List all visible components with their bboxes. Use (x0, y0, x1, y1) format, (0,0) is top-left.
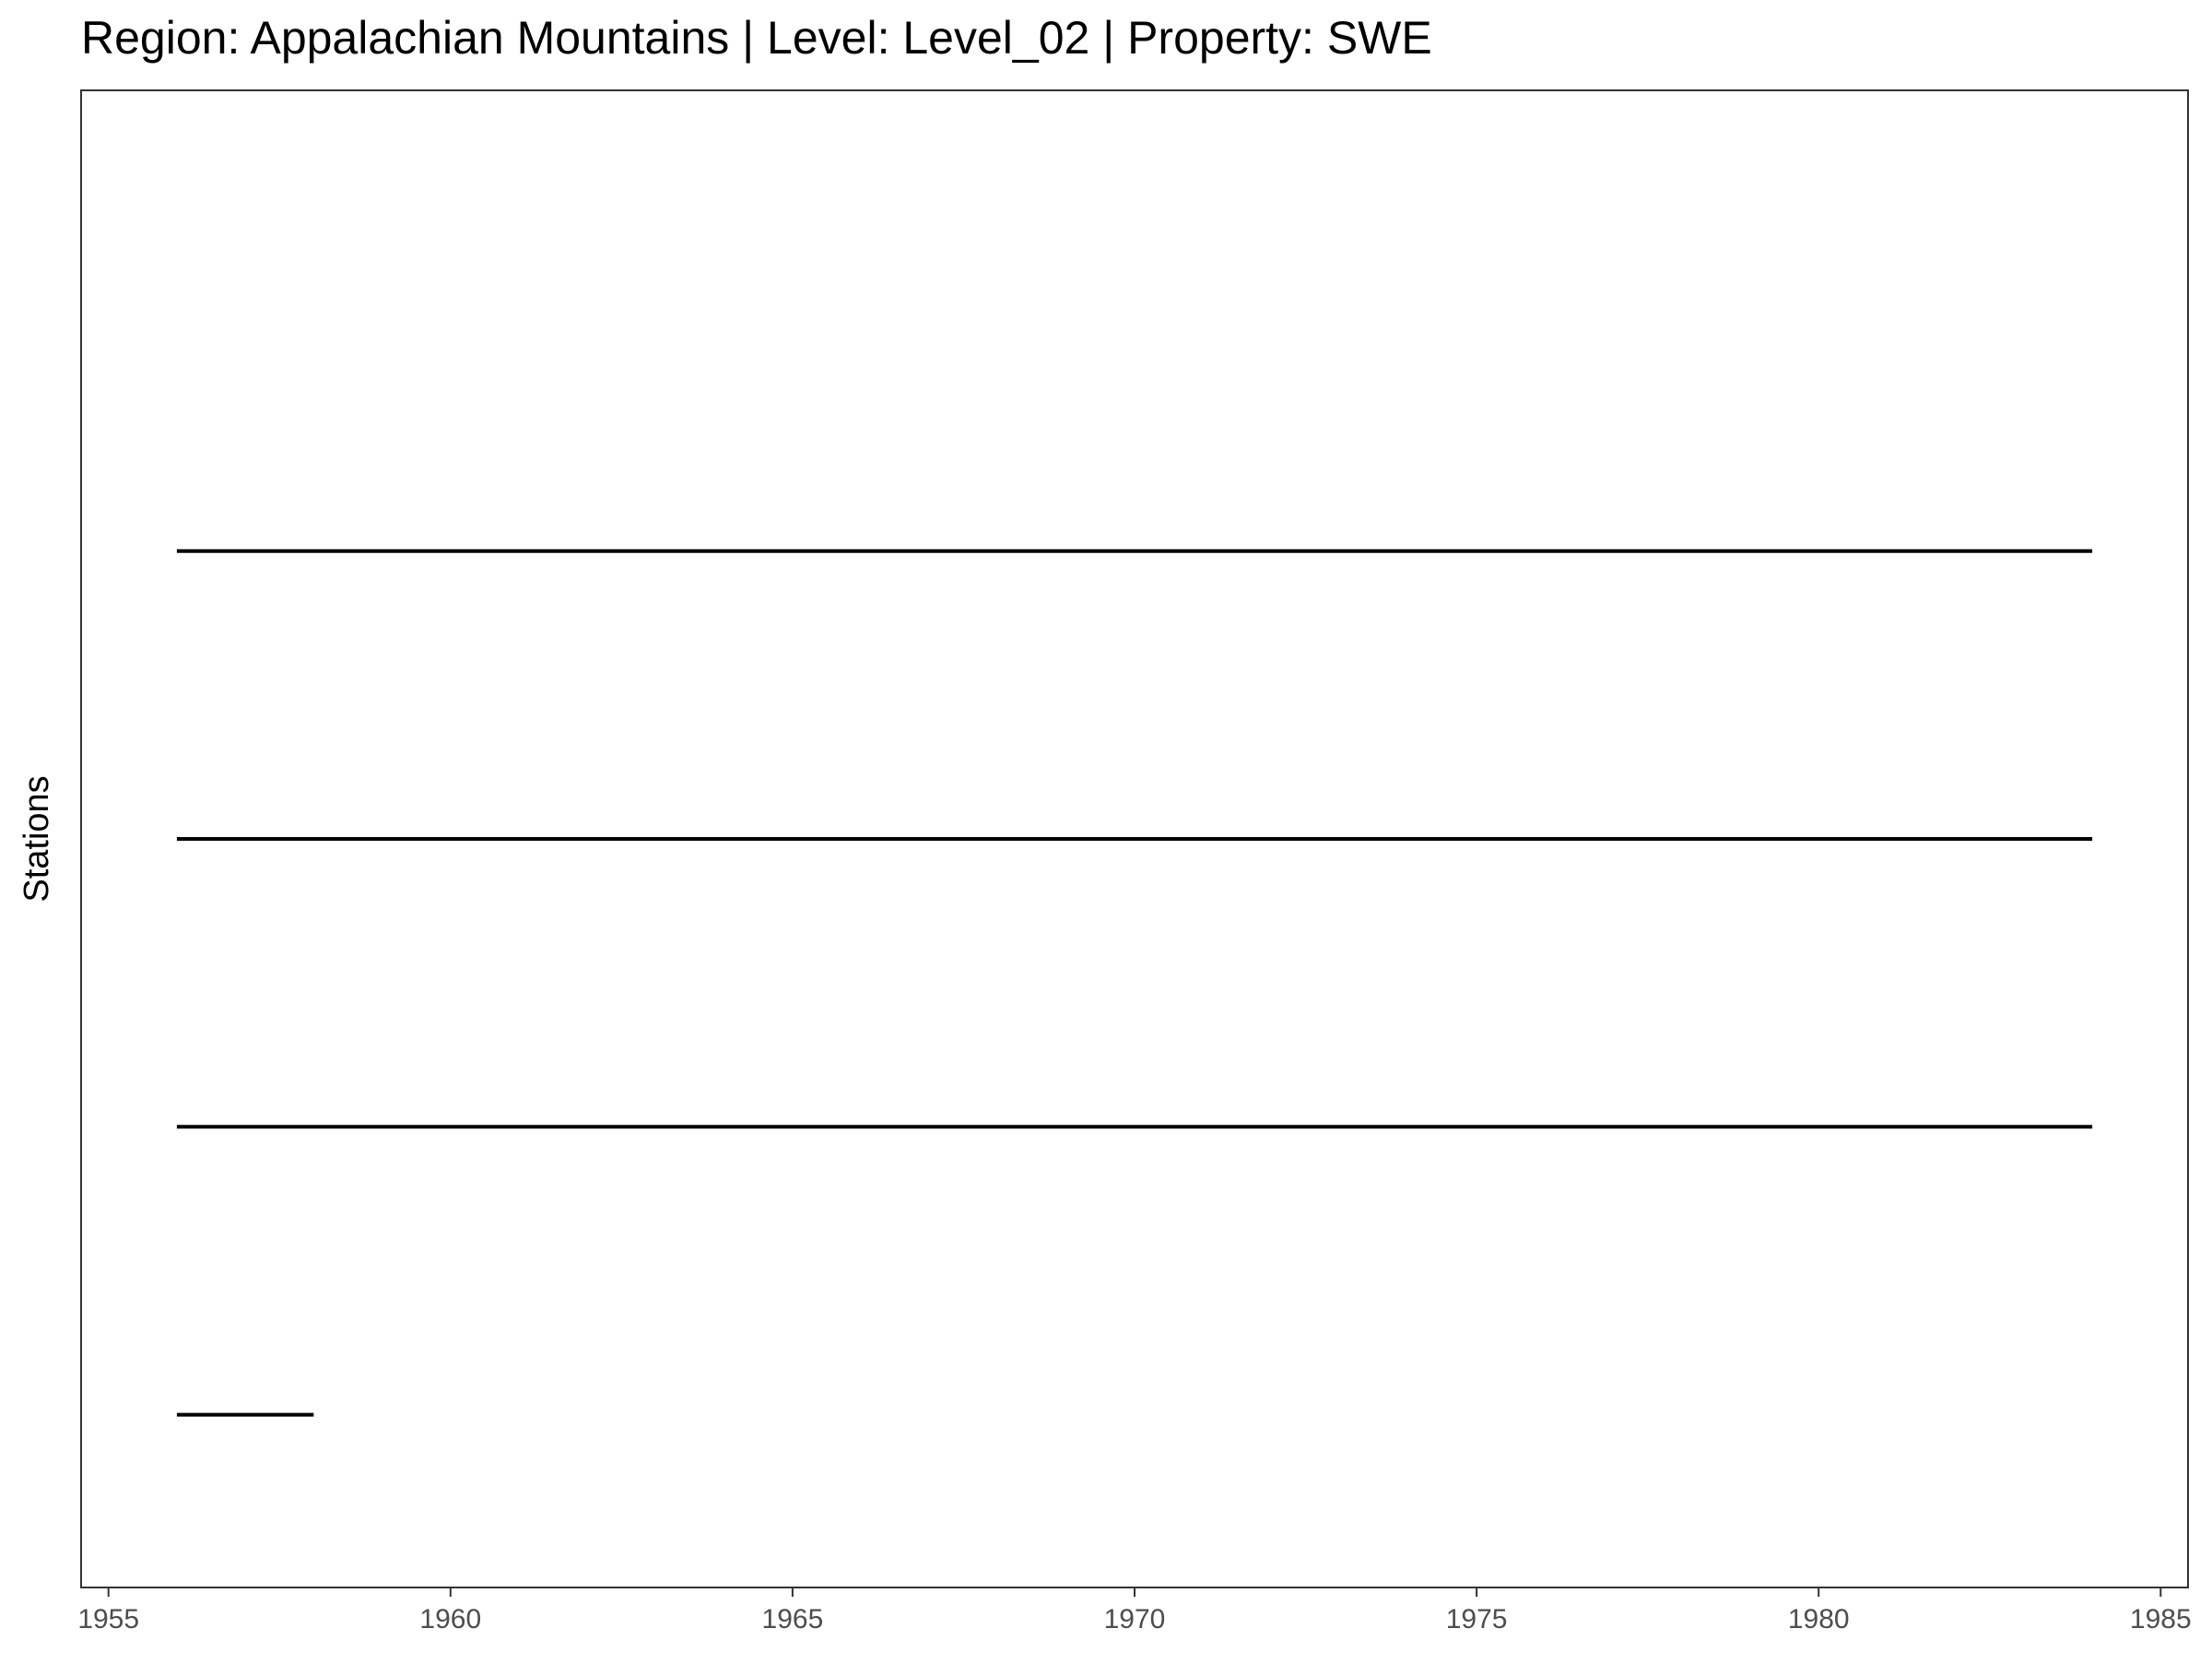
x-tick-label: 1970 (1104, 1604, 1166, 1634)
series-lines (176, 549, 2093, 1417)
x-tick-label: 1985 (2130, 1604, 2192, 1634)
x-tick-label: 1980 (1788, 1604, 1850, 1634)
x-tick-label: 1955 (77, 1604, 139, 1634)
chart-title: Region: Appalachian Mountains | Level: L… (81, 12, 1432, 64)
y-axis-label: Stations (18, 775, 56, 902)
x-tick-label: 1975 (1446, 1604, 1508, 1634)
x-tick-label: 1965 (762, 1604, 824, 1634)
x-tick-label: 1960 (419, 1604, 481, 1634)
x-axis: 1955 1960 1965 1970 1975 1980 1985 (77, 1587, 2192, 1634)
